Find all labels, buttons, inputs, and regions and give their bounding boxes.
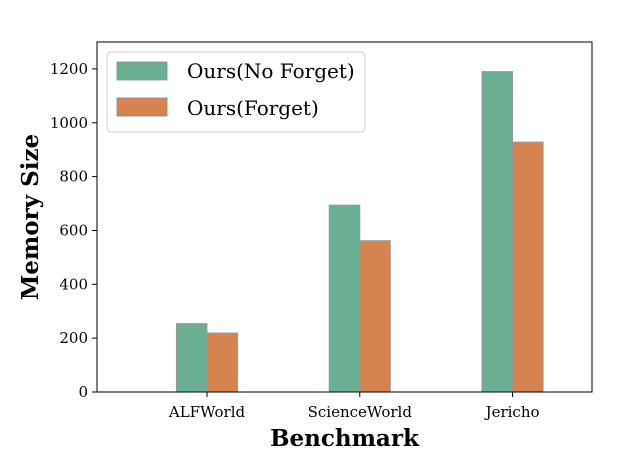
legend-label-forget: Ours(Forget) <box>187 96 319 120</box>
x-tick-label: ALFWorld <box>168 403 246 421</box>
y-tick-label: 0 <box>78 383 88 401</box>
bar-scienceworld-no-forget <box>328 204 361 393</box>
bar-scienceworld-forget <box>359 240 391 393</box>
y-tick-label: 400 <box>59 275 88 293</box>
y-axis: 0 200 400 600 800 1000 1200 <box>50 60 97 401</box>
bar-jericho-no-forget <box>481 71 514 393</box>
x-axis: ALFWorld ScienceWorld Jericho <box>168 392 540 421</box>
legend-swatch-forget <box>116 97 168 117</box>
bars-layer <box>175 71 544 393</box>
legend-box <box>106 51 366 133</box>
legend-swatch-no-forget <box>116 61 168 81</box>
y-tick-label: 600 <box>59 221 88 239</box>
x-axis-title: Benchmark <box>270 425 420 452</box>
bar-alfworld-forget <box>206 332 239 393</box>
y-tick-label: 800 <box>59 168 88 186</box>
x-tick-label: ScienceWorld <box>308 403 413 421</box>
legend-label-no-forget: Ours(No Forget) <box>187 59 355 83</box>
y-tick-label: 200 <box>59 329 88 347</box>
legend: Ours(No Forget) Ours(Forget) <box>106 51 366 133</box>
y-axis-title: Memory Size <box>17 134 44 300</box>
plot-frame <box>96 41 593 393</box>
bar-alfworld-no-forget <box>175 323 208 393</box>
y-tick-label: 1000 <box>50 114 88 132</box>
y-tick-label: 1200 <box>50 60 88 78</box>
bar-jericho-forget <box>512 141 544 393</box>
x-tick-label: Jericho <box>484 403 540 421</box>
